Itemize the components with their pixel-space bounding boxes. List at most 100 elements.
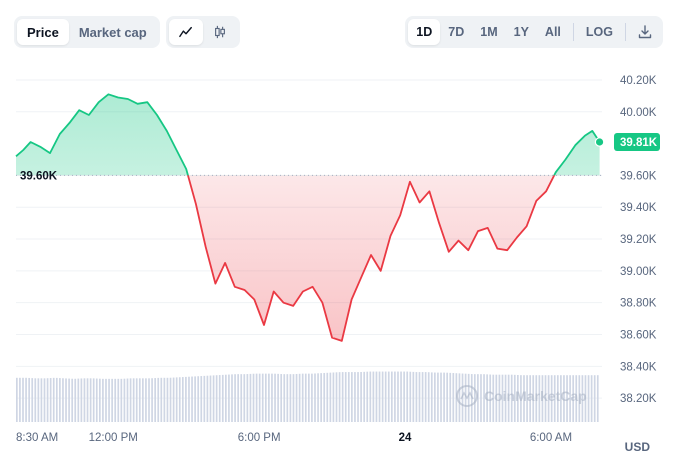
volume-bar <box>461 373 464 422</box>
volume-bar <box>237 374 239 422</box>
volume-bar <box>274 373 276 422</box>
range-1m-button[interactable]: 1M <box>480 25 498 39</box>
toolbar-divider <box>625 23 626 41</box>
coinmarketcap-logo-mark <box>460 391 474 400</box>
y-tick-label: 38.80K <box>620 298 657 310</box>
candlestick-button[interactable] <box>203 19 237 45</box>
volume-bar <box>513 374 516 422</box>
volume-bar <box>37 378 40 422</box>
volume-bar <box>335 372 338 422</box>
volume-bar <box>71 378 74 422</box>
volume-bar <box>507 374 510 422</box>
volume-bar <box>16 377 18 422</box>
volume-bar <box>243 374 246 422</box>
volume-bar <box>175 377 178 422</box>
range-1d-button[interactable]: 1D <box>408 19 441 45</box>
volume-bar <box>46 378 49 422</box>
tab-market-cap[interactable]: Market cap <box>78 24 147 40</box>
volume-bar <box>504 374 507 422</box>
volume-bar <box>464 373 467 422</box>
current-price-badge-bg <box>614 133 660 151</box>
volume-bar <box>280 374 283 422</box>
volume-bar <box>560 375 562 422</box>
volume-bars <box>16 371 599 422</box>
volume-bar <box>575 375 578 422</box>
volume-bar <box>517 375 519 422</box>
volume-bar <box>581 375 584 422</box>
volume-bar <box>218 375 221 422</box>
volume-bar <box>452 373 455 422</box>
volume-bar <box>240 374 243 422</box>
volume-bar <box>292 374 295 422</box>
volume-bar <box>255 373 258 422</box>
volume-bar <box>178 377 181 422</box>
current-price-label: 39.81K <box>620 137 658 149</box>
volume-bar <box>572 375 575 422</box>
volume-bar <box>326 372 329 422</box>
download-button[interactable] <box>630 19 660 45</box>
volume-bar <box>89 378 92 422</box>
tab-price[interactable]: Price <box>17 19 69 45</box>
volume-bar <box>77 378 80 422</box>
volume-bar <box>486 374 488 422</box>
volume-bar <box>424 372 427 422</box>
volume-bar <box>43 378 46 422</box>
volume-bar <box>166 377 169 422</box>
y-tick-label: 40.20K <box>620 75 657 87</box>
volume-bar <box>34 378 37 422</box>
volume-bar <box>258 373 261 422</box>
volume-bar <box>430 372 433 422</box>
volume-bar <box>252 373 255 422</box>
volume-bar <box>541 375 544 422</box>
volume-bar <box>62 378 64 422</box>
volume-bar <box>369 371 372 422</box>
volume-bar <box>443 372 445 422</box>
volume-bar <box>98 378 101 422</box>
volume-bar <box>492 374 495 422</box>
volume-bar <box>387 371 390 422</box>
line-chart-button[interactable] <box>169 19 203 45</box>
volume-bar <box>181 377 184 422</box>
volume-bar <box>86 378 89 422</box>
coinmarketcap-logo-icon <box>456 385 478 407</box>
volume-bar <box>381 371 384 422</box>
volume-bar <box>590 375 593 422</box>
volume-bar <box>314 373 316 422</box>
volume-bar <box>320 373 322 422</box>
x-axis-ticks: 8:30 AM 12:00 PM 6:00 PM 24 6:00 AM <box>16 432 572 444</box>
x-tick-label: 8:30 AM <box>16 432 58 444</box>
volume-bar <box>427 372 430 422</box>
volume-bar <box>200 376 203 422</box>
log-scale-button[interactable]: LOG <box>585 25 613 39</box>
y-tick-label: 38.40K <box>620 361 657 373</box>
x-tick-label: 6:00 PM <box>238 432 281 444</box>
volume-bar <box>142 378 144 422</box>
volume-bar <box>59 378 61 422</box>
volume-bar <box>160 377 163 422</box>
volume-bar <box>375 371 378 422</box>
current-price-dot <box>594 137 605 147</box>
range-1y-button[interactable]: 1Y <box>513 25 529 39</box>
volume-bar <box>132 378 135 422</box>
range-7d-button[interactable]: 7D <box>448 25 465 39</box>
volume-bar <box>406 371 409 422</box>
volume-bar <box>74 378 77 422</box>
volume-bar <box>354 372 356 422</box>
volume-bar <box>341 372 344 422</box>
volume-bar <box>123 378 126 422</box>
volume-bar <box>329 372 332 422</box>
volume-bar <box>569 375 571 422</box>
y-tick-label: 40.00K <box>620 107 657 119</box>
range-all-button[interactable]: All <box>544 25 561 39</box>
y-tick-label: 39.00K <box>620 266 657 278</box>
volume-bar <box>163 377 166 422</box>
volume-bar <box>28 377 30 422</box>
volume-bar <box>209 375 212 422</box>
volume-bar <box>467 373 470 422</box>
volume-bar <box>135 378 138 422</box>
volume-bar <box>360 372 362 422</box>
volume-bar <box>212 375 215 422</box>
volume-bar <box>264 373 267 422</box>
volume-bar <box>529 375 531 422</box>
price-line-up <box>15 93 601 176</box>
